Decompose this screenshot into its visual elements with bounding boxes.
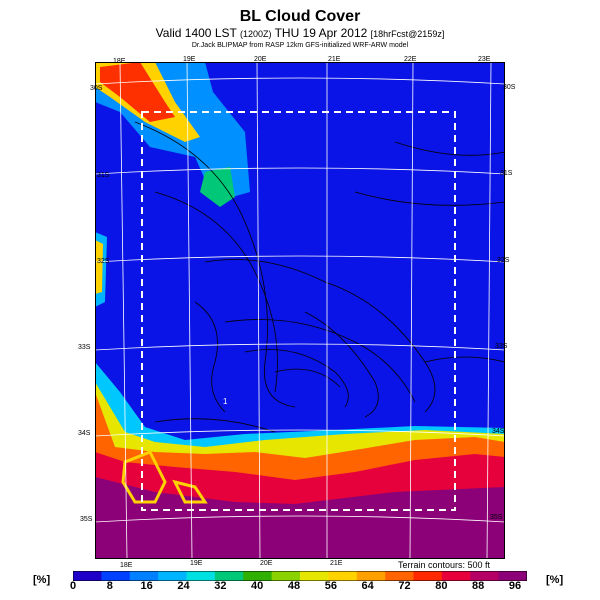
lon-label-top: 21E	[328, 56, 341, 63]
forecast-text: [18hrFcst@2159z]	[370, 29, 445, 39]
lon-label-top: 20E	[254, 56, 267, 63]
lat-label-right: 34S	[492, 428, 505, 435]
lat-label-left: 33S	[78, 344, 91, 351]
colorbar-tick-label: 80	[435, 580, 448, 592]
colorbar-swatch	[186, 571, 216, 581]
chart-title: BL Cloud Cover	[239, 8, 361, 25]
colorbar-swatch	[413, 571, 443, 581]
lon-label-bottom: 20E	[260, 560, 273, 567]
colorbar-swatch	[356, 571, 386, 581]
lat-label-right: 30S	[503, 84, 516, 91]
lat-label-right: 32S	[497, 257, 510, 264]
lon-label-top: 19E	[183, 56, 196, 63]
lat-label-left: 30S	[90, 85, 103, 92]
colorbar-swatch	[271, 571, 301, 581]
lat-label-left: 31S	[97, 172, 110, 179]
lat-label-left: 34S	[78, 430, 91, 437]
utc-code: (1200Z)	[239, 29, 272, 39]
colorbar-tick-label: 0	[69, 580, 77, 592]
colorbar-swatch	[73, 571, 102, 581]
valid-time: Valid 1400 LST (1200Z) THU 19 Apr 2012 […	[0, 26, 600, 40]
colorbar-tick-label: 96	[508, 580, 522, 592]
colorbar-swatch	[129, 571, 159, 581]
colorbar-swatch	[300, 571, 329, 581]
colorbar-swatch	[328, 571, 358, 581]
cloud-patch-n-green	[200, 167, 235, 207]
lon-label-top: 18E	[113, 58, 126, 65]
colorbar-swatch	[470, 571, 500, 581]
lon-label-top: 22E	[404, 56, 417, 63]
colorbar-swatch	[498, 571, 527, 581]
lat-label-left: 35S	[80, 516, 93, 523]
colorbar-tick-label: 8	[106, 580, 113, 592]
colorbar-tick-label: 56	[324, 580, 337, 592]
colorbar-tick-label: 72	[398, 580, 411, 592]
colorbar-swatch	[243, 571, 273, 581]
colorbar-swatch	[101, 571, 131, 581]
colorbar	[73, 571, 527, 581]
cloud-cover-map: 1	[95, 62, 505, 559]
colorbar-tick-label: 88	[472, 580, 485, 592]
lat-label-right: 35S	[490, 514, 503, 521]
colorbar-tick-label: 40	[251, 580, 264, 592]
unit-label-left: [%]	[33, 574, 51, 586]
terrain-contour-note: Terrain contours: 500 ft	[398, 560, 491, 570]
inner-domain-box	[141, 111, 456, 511]
lat-lon-grid	[95, 62, 505, 559]
cloud-patch-nw-core	[100, 62, 175, 122]
cloud-patch-west-core	[95, 240, 103, 294]
lon-label-bottom: 19E	[190, 560, 203, 567]
colorbar-tick-label: 16	[140, 580, 153, 592]
colorbar-tick-label: 32	[214, 580, 227, 592]
model-credit: Dr.Jack BLIPMAP from RASP 12km GFS-initi…	[191, 42, 409, 49]
location-marker: 1	[223, 397, 228, 406]
colorbar-swatch	[214, 571, 244, 581]
coast-pocket-west	[121, 450, 167, 504]
unit-label-right: [%]	[546, 574, 564, 586]
lat-label-left: 32S	[97, 258, 110, 265]
colorbar-tick-label: 64	[361, 580, 374, 592]
lat-label-right: 31S	[500, 170, 513, 177]
coast-pocket-mid	[172, 479, 208, 504]
valid-text: Valid 1400 LST	[155, 26, 237, 40]
lon-label-bottom: 18E	[120, 562, 133, 569]
colorbar-swatch	[441, 571, 471, 581]
lon-label-bottom: 21E	[330, 560, 343, 567]
lon-label-top: 23E	[478, 56, 491, 63]
map-frame	[95, 62, 505, 559]
colorbar-tick-label: 24	[177, 580, 190, 592]
colorbar-tick-label: 48	[287, 580, 301, 592]
colorbar-swatch	[385, 571, 415, 581]
colorbar-swatch	[158, 571, 188, 581]
cloud-band-south-core	[95, 477, 505, 559]
date-text: THU 19 Apr 2012	[274, 26, 368, 40]
lat-label-right: 33S	[495, 343, 508, 350]
